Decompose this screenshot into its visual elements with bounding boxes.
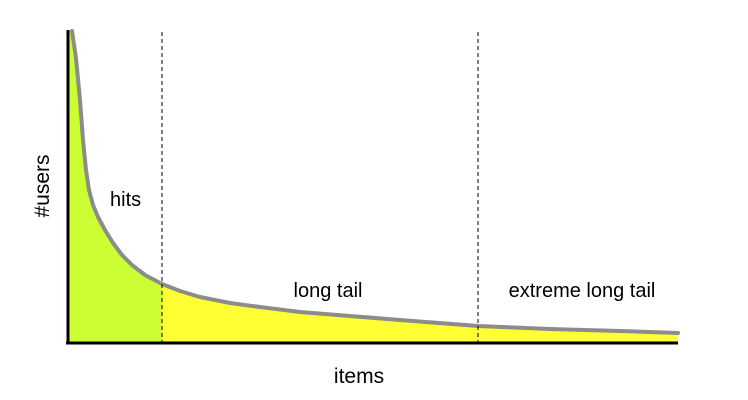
region-label-extreme-long-tail: extreme long tail <box>509 280 656 302</box>
hits-area <box>68 31 162 342</box>
region-label-hits: hits <box>110 189 141 211</box>
x-axis-label: items <box>334 365 384 388</box>
y-axis-label: #users <box>31 154 54 217</box>
long-tail-area <box>162 284 478 342</box>
region-label-long-tail: long tail <box>294 280 363 302</box>
distribution-curve <box>70 29 680 335</box>
